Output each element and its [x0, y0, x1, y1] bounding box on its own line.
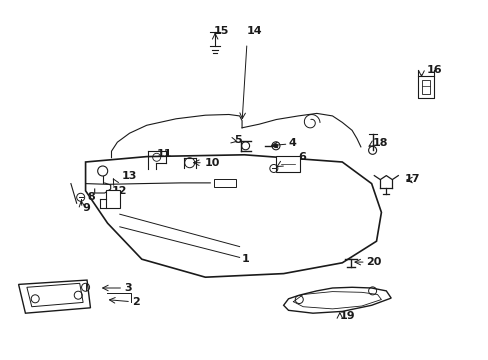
Text: 4: 4: [288, 138, 296, 148]
Text: 16: 16: [426, 65, 441, 75]
Polygon shape: [27, 283, 83, 307]
Text: 10: 10: [204, 158, 219, 168]
Text: 11: 11: [156, 149, 172, 159]
Text: 6: 6: [298, 152, 305, 162]
Polygon shape: [85, 155, 381, 277]
Text: 9: 9: [82, 203, 90, 213]
Text: 15: 15: [214, 26, 229, 36]
Polygon shape: [283, 287, 390, 313]
Text: 1: 1: [242, 254, 249, 264]
Text: 12: 12: [111, 186, 127, 196]
Text: 14: 14: [246, 26, 262, 36]
Text: 17: 17: [404, 174, 420, 184]
Bar: [105, 190, 120, 208]
Text: 18: 18: [372, 138, 387, 148]
Text: 2: 2: [132, 297, 140, 307]
Text: 19: 19: [339, 311, 355, 321]
Text: 13: 13: [121, 171, 136, 181]
Bar: [214, 179, 236, 187]
Bar: [421, 80, 428, 94]
Text: 5: 5: [233, 135, 241, 145]
Text: 20: 20: [365, 257, 380, 267]
Text: 7: 7: [279, 160, 287, 170]
Text: 8: 8: [87, 192, 95, 202]
Bar: [275, 156, 299, 172]
Text: 3: 3: [124, 283, 132, 293]
Polygon shape: [19, 280, 90, 313]
Circle shape: [273, 144, 277, 148]
